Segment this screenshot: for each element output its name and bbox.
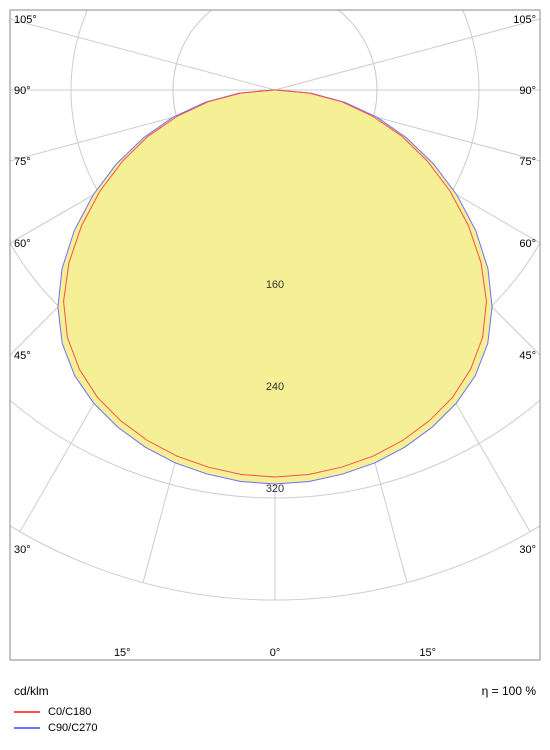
angle-label: 90° — [14, 85, 31, 97]
ring-label: 240 — [266, 381, 284, 393]
angle-label: 60° — [519, 238, 536, 250]
angle-label: 45° — [14, 350, 31, 362]
angle-label: 75° — [519, 156, 536, 168]
angle-label: 30° — [14, 544, 31, 556]
legend: C0/C180 C90/C270 — [0, 698, 550, 746]
angle-label: 105° — [14, 14, 37, 26]
angle-label: 105° — [513, 14, 536, 26]
angle-label: 15° — [419, 647, 436, 659]
legend-label: C0/C180 — [48, 706, 91, 718]
legend-item: C90/C270 — [14, 722, 536, 734]
footer-eta-label: η = 100 % — [482, 684, 536, 698]
angle-label: 45° — [519, 350, 536, 362]
legend-swatch — [14, 727, 40, 729]
angle-label: 90° — [519, 85, 536, 97]
polar-diagram-wrapper: 160 240 320 0° 15° 15° 30° 30° 45° 45° 60° 60° 75° 75… — [0, 0, 550, 750]
angle-label: 75° — [14, 156, 31, 168]
angle-label: 30° — [519, 544, 536, 556]
footer-unit-label: cd/klm — [14, 684, 49, 698]
ring-label: 320 — [266, 483, 284, 495]
angle-label: 15° — [114, 647, 131, 659]
legend-item: C0/C180 — [14, 706, 536, 718]
ring-label: 160 — [266, 279, 284, 291]
angle-label: 60° — [14, 238, 31, 250]
angle-label: 0° — [270, 647, 281, 659]
legend-label: C90/C270 — [48, 722, 98, 734]
polar-chart-svg: 160 240 320 0° 15° 15° 30° 30° 45° 45° 60° 60° 75° 75… — [0, 0, 550, 680]
chart-footer: cd/klm η = 100 % — [0, 680, 550, 698]
legend-swatch — [14, 711, 40, 713]
